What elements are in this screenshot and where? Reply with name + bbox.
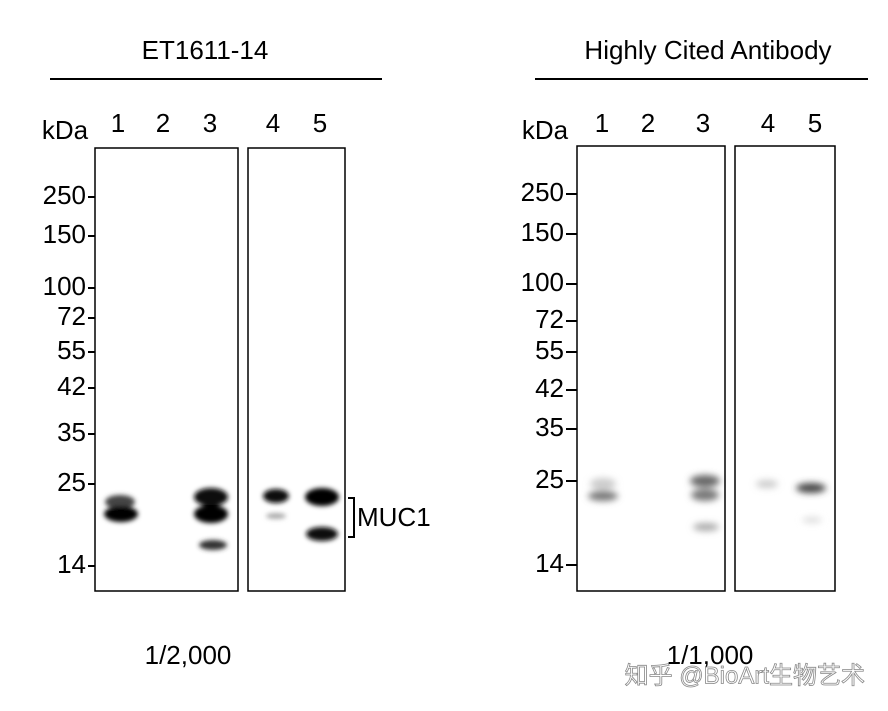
marker-label: 55 — [535, 335, 564, 365]
band-label: MUC1 — [357, 502, 431, 532]
marker-label: 42 — [57, 371, 86, 401]
marker-label: 25 — [57, 467, 86, 497]
watermark: 知乎 @BioArt生物艺术 — [625, 662, 865, 689]
marker-label: 72 — [57, 301, 86, 331]
marker-label: 250 — [521, 177, 564, 207]
marker-label: 150 — [43, 219, 86, 249]
kda-label: kDa — [42, 115, 89, 145]
lane-label: 4 — [761, 108, 775, 138]
marker-label: 100 — [43, 271, 86, 301]
lane-label: 5 — [313, 108, 327, 138]
lane-label: 4 — [266, 108, 280, 138]
lane-label: 2 — [156, 108, 170, 138]
lane-label: 5 — [808, 108, 822, 138]
bands-left — [104, 488, 339, 550]
marker-label: 55 — [57, 335, 86, 365]
blot-frames — [50, 78, 868, 592]
marker-label: 72 — [535, 304, 564, 334]
marker-label: 100 — [521, 267, 564, 297]
marker-label: 35 — [57, 417, 86, 447]
panel-title: ET1611-14 — [142, 35, 269, 65]
marker-label: 150 — [521, 217, 564, 247]
marker-label: 35 — [535, 412, 564, 442]
marker-label: 14 — [57, 549, 86, 579]
marker-label: 25 — [535, 464, 564, 494]
lane-label: 2 — [641, 108, 655, 138]
lane-label: 1 — [111, 108, 125, 138]
lane-label: 3 — [203, 108, 217, 138]
kda-label: kDa — [522, 115, 569, 145]
panel-title: Highly Cited Antibody — [584, 35, 831, 65]
dilution-label: 1/2,000 — [145, 640, 232, 670]
marker-label: 14 — [535, 548, 564, 578]
marker-label: 42 — [535, 373, 564, 403]
dilution-label: 1/1,000 — [667, 640, 754, 670]
marker-label: 250 — [43, 180, 86, 210]
lane-label: 3 — [696, 108, 710, 138]
lane-label: 1 — [595, 108, 609, 138]
bands-right — [588, 475, 826, 531]
